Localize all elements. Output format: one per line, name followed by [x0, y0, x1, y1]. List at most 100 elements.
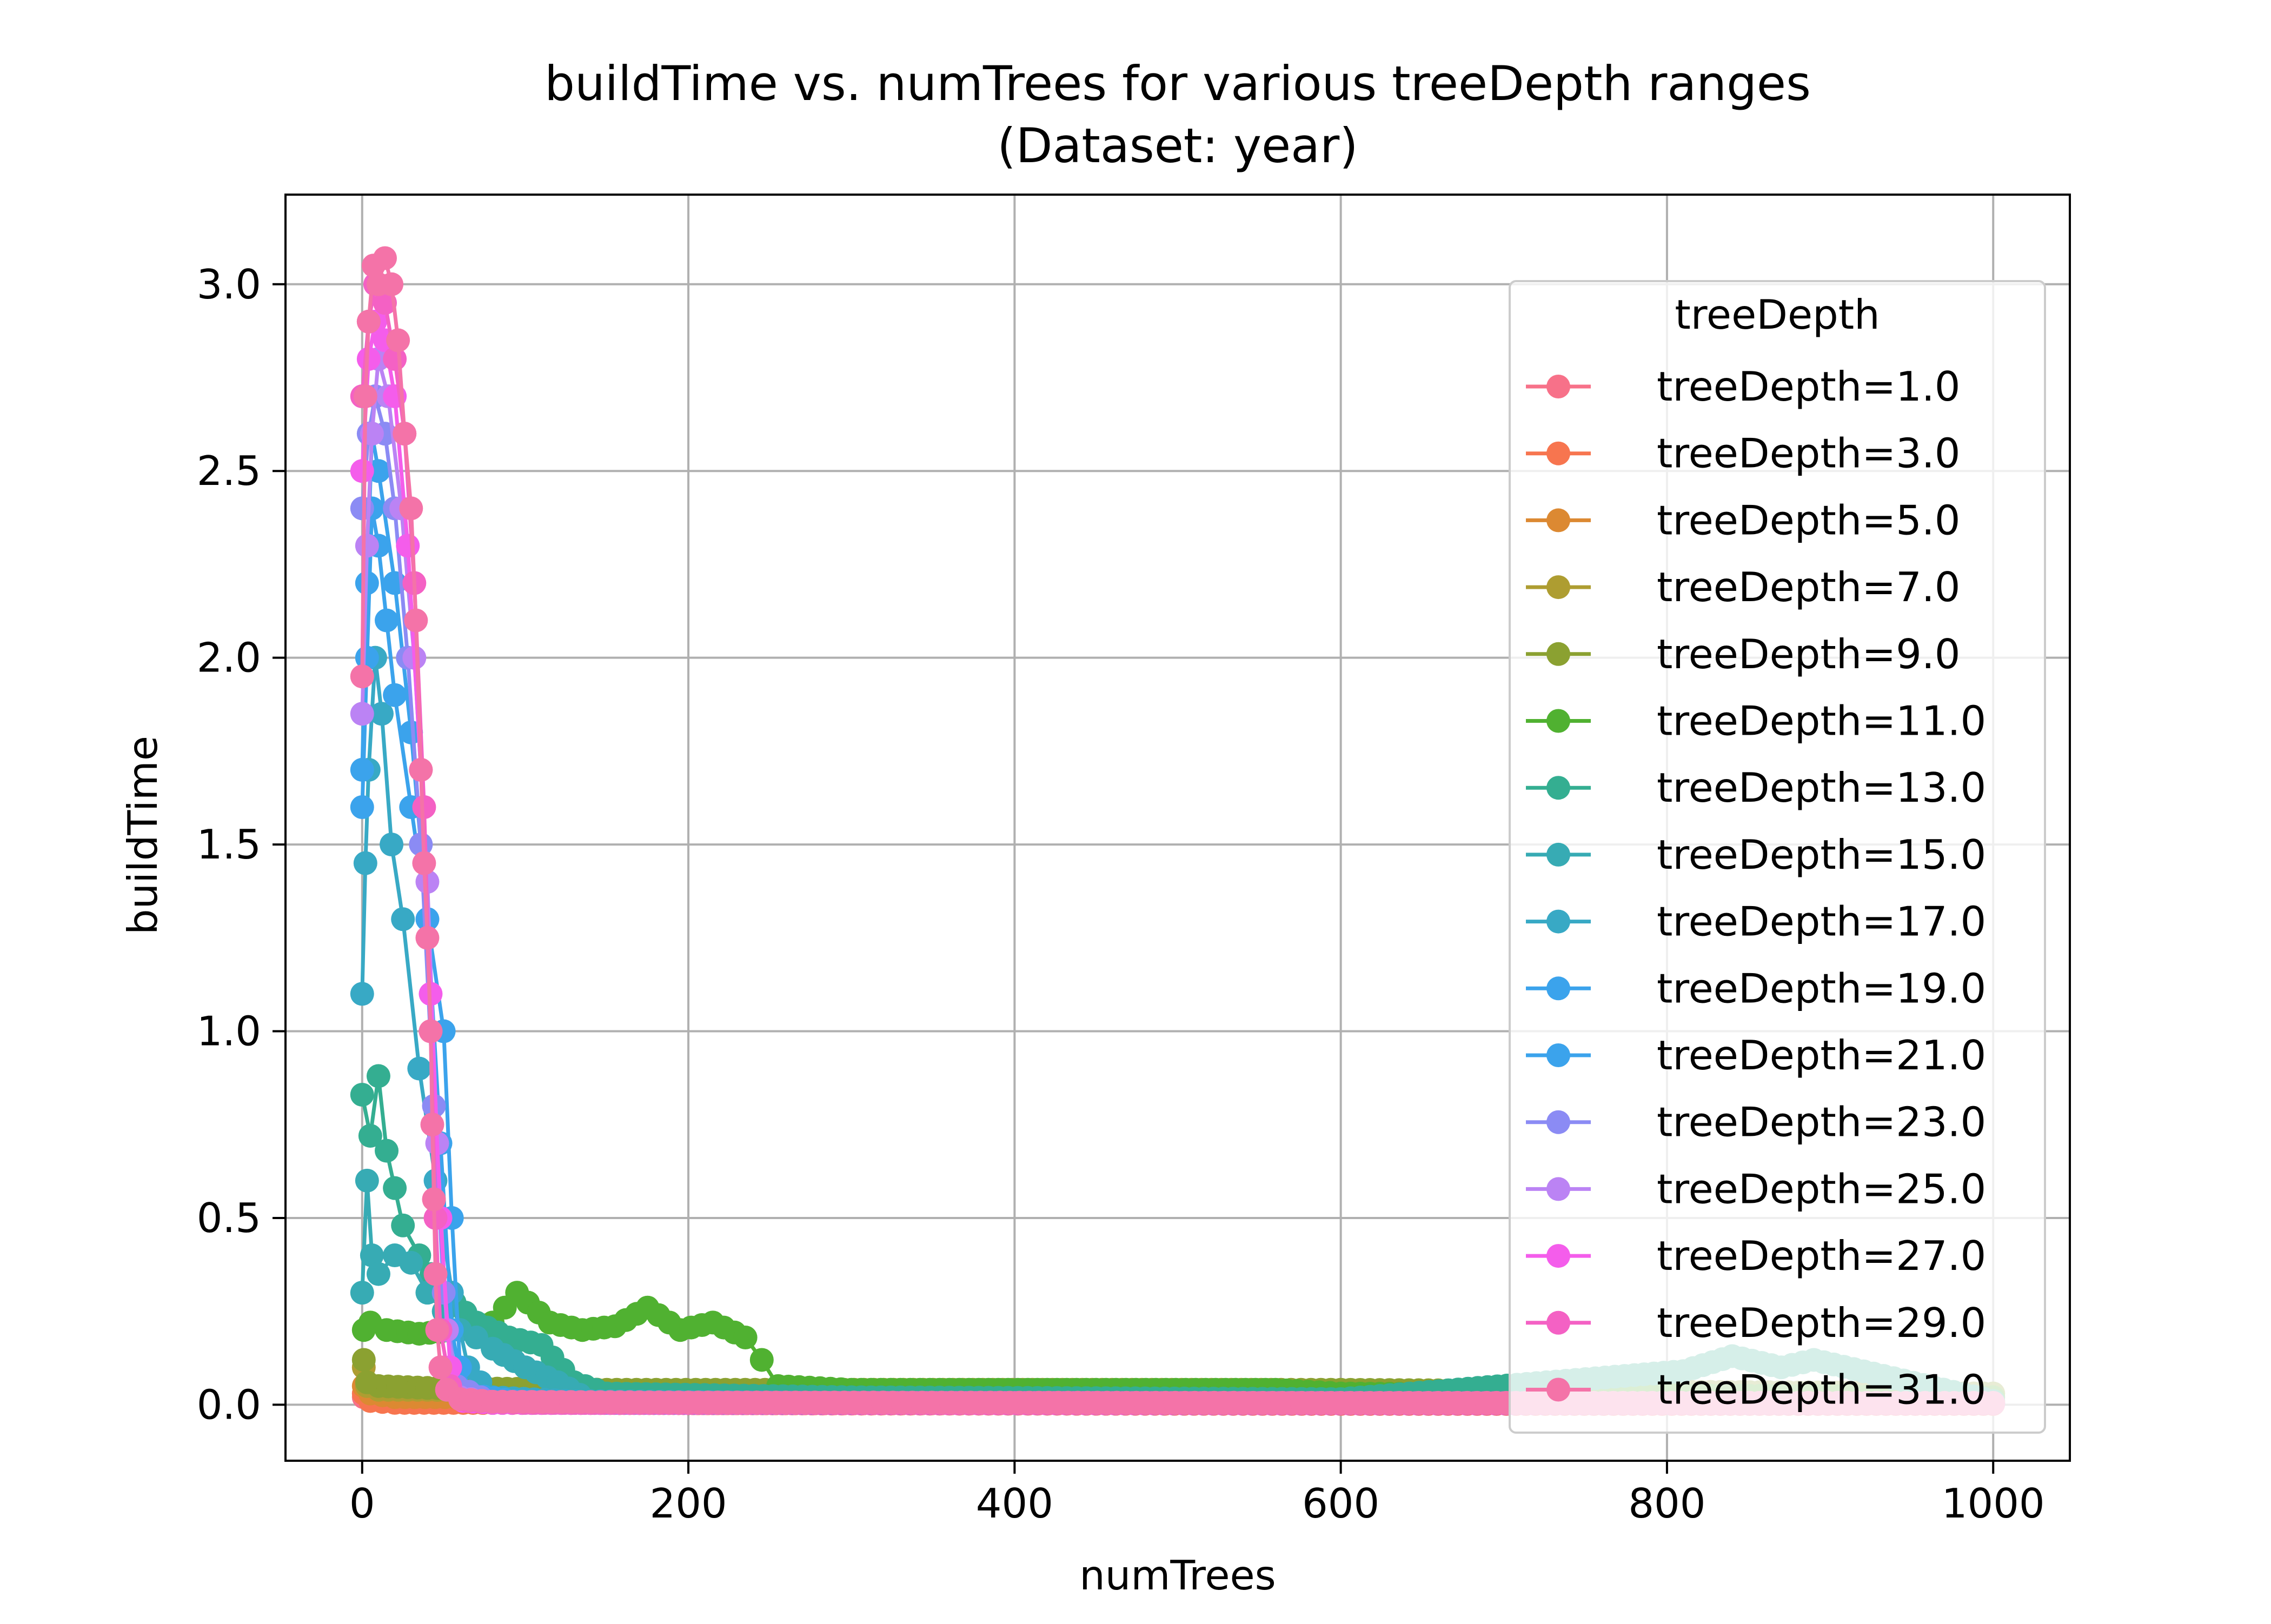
- data-point: [350, 795, 374, 820]
- data-point: [419, 1019, 443, 1043]
- data-point: [393, 422, 417, 446]
- legend-marker: [1546, 642, 1570, 666]
- chart-subtitle: (Dataset: year): [997, 118, 1358, 174]
- axis-ticks: 0 200 400 600 800 1000 0.0 0.5 1.0 1.5 2.0 2.5 3.0: [197, 261, 2045, 1527]
- data-point: [350, 757, 374, 782]
- data-point: [423, 1262, 448, 1286]
- legend-marker: [1546, 1244, 1570, 1268]
- data-point: [350, 459, 374, 483]
- data-point: [350, 1281, 374, 1305]
- y-tick-label: 0.5: [197, 1194, 261, 1242]
- legend-label: treeDepth=21.0: [1657, 1031, 1986, 1079]
- x-tick-label: 800: [1628, 1480, 1705, 1527]
- legend-label: treeDepth=19.0: [1657, 964, 1986, 1012]
- data-point: [355, 1168, 379, 1193]
- data-point: [391, 907, 415, 931]
- legend-label: treeDepth=3.0: [1657, 430, 1960, 477]
- legend-label: treeDepth=31.0: [1657, 1366, 1986, 1414]
- legend-label: treeDepth=17.0: [1657, 898, 1986, 946]
- data-point: [420, 1113, 444, 1137]
- y-axis-label: buildTime: [119, 736, 167, 935]
- data-point: [356, 309, 381, 334]
- legend-item: treeDepth=29.0: [1526, 1299, 1986, 1347]
- legend-label: treeDepth=9.0: [1657, 630, 1960, 678]
- legend-label: treeDepth=11.0: [1657, 697, 1986, 745]
- y-tick-label: 1.0: [197, 1008, 261, 1055]
- legend-marker: [1546, 709, 1570, 733]
- data-point: [422, 1187, 446, 1212]
- y-tick-label: 0.0: [197, 1381, 261, 1428]
- legend-label: treeDepth=5.0: [1657, 496, 1960, 544]
- data-point: [350, 982, 374, 1006]
- legend-marker: [1546, 1177, 1570, 1201]
- legend-box: [1509, 280, 2046, 1434]
- legend-item: treeDepth=13.0: [1526, 764, 1986, 811]
- legend-label: treeDepth=23.0: [1657, 1099, 1986, 1146]
- data-point: [428, 1355, 453, 1380]
- legend-label: treeDepth=13.0: [1657, 764, 1986, 811]
- data-point: [733, 1326, 758, 1350]
- legend-item: treeDepth=11.0: [1526, 697, 1986, 745]
- legend-item: treeDepth=5.0: [1526, 496, 1960, 544]
- data-point: [383, 1176, 407, 1200]
- legend-marker: [1546, 508, 1570, 533]
- legend-item: treeDepth=23.0: [1526, 1099, 1986, 1146]
- legend-marker: [1546, 1310, 1570, 1335]
- legend-title: treeDepth: [1675, 291, 1880, 338]
- data-point: [391, 1213, 415, 1237]
- data-point: [375, 1139, 399, 1163]
- legend-label: treeDepth=25.0: [1657, 1165, 1986, 1213]
- data-point: [412, 795, 436, 820]
- legend-marker: [1546, 1043, 1570, 1067]
- data-point: [373, 291, 397, 315]
- y-tick-label: 2.5: [197, 447, 261, 495]
- chart-title: buildTime vs. numTrees for various treeD…: [544, 56, 1811, 111]
- legend-marker: [1546, 976, 1570, 1001]
- data-point: [366, 1064, 390, 1088]
- data-point: [399, 1250, 423, 1275]
- x-axis-label: numTrees: [1079, 1552, 1276, 1599]
- legend-label: treeDepth=27.0: [1657, 1232, 1986, 1280]
- data-point: [353, 851, 377, 875]
- legend: treeDepth treeDepth=1.0 treeDepth=3.0 treeD…: [1509, 280, 2046, 1434]
- data-point: [425, 1318, 449, 1342]
- data-point: [350, 702, 374, 726]
- data-point: [355, 534, 379, 558]
- legend-item: treeDepth=1.0: [1526, 363, 1960, 410]
- legend-item: treeDepth=25.0: [1526, 1165, 1986, 1213]
- x-tick-label: 0: [349, 1480, 375, 1527]
- legend-item: treeDepth=19.0: [1526, 964, 1986, 1012]
- data-point: [415, 926, 440, 950]
- x-tick-label: 200: [649, 1480, 727, 1527]
- data-point: [375, 608, 399, 633]
- legend-item: treeDepth=17.0: [1526, 898, 1986, 946]
- data-point: [360, 1243, 384, 1268]
- legend-marker: [1546, 575, 1570, 600]
- legend-item: treeDepth=3.0: [1526, 430, 1960, 477]
- legend-item: treeDepth=31.0: [1526, 1366, 1986, 1414]
- legend-item: treeDepth=15.0: [1526, 831, 1986, 878]
- data-point: [412, 851, 436, 875]
- data-point: [396, 534, 420, 558]
- data-point: [749, 1348, 774, 1372]
- legend-marker: [1546, 375, 1570, 398]
- legend-marker: [1546, 441, 1570, 465]
- data-point: [380, 833, 404, 857]
- data-point: [351, 1348, 376, 1372]
- y-tick-label: 3.0: [197, 261, 261, 308]
- x-tick-label: 1000: [1942, 1480, 2045, 1527]
- legend-item: treeDepth=27.0: [1526, 1232, 1986, 1280]
- data-point: [399, 496, 423, 521]
- legend-item: treeDepth=7.0: [1526, 563, 1960, 611]
- data-point: [409, 757, 433, 782]
- plot-frame: [284, 194, 2071, 1462]
- legend-label: treeDepth=29.0: [1657, 1299, 1986, 1347]
- legend-marker: [1546, 1377, 1570, 1402]
- data-point: [373, 246, 397, 270]
- legend-marker: [1546, 1110, 1570, 1134]
- y-tick-label: 1.5: [197, 821, 261, 868]
- legend-label: treeDepth=7.0: [1657, 563, 1960, 611]
- legend-marker: [1546, 842, 1570, 867]
- data-point: [380, 272, 404, 296]
